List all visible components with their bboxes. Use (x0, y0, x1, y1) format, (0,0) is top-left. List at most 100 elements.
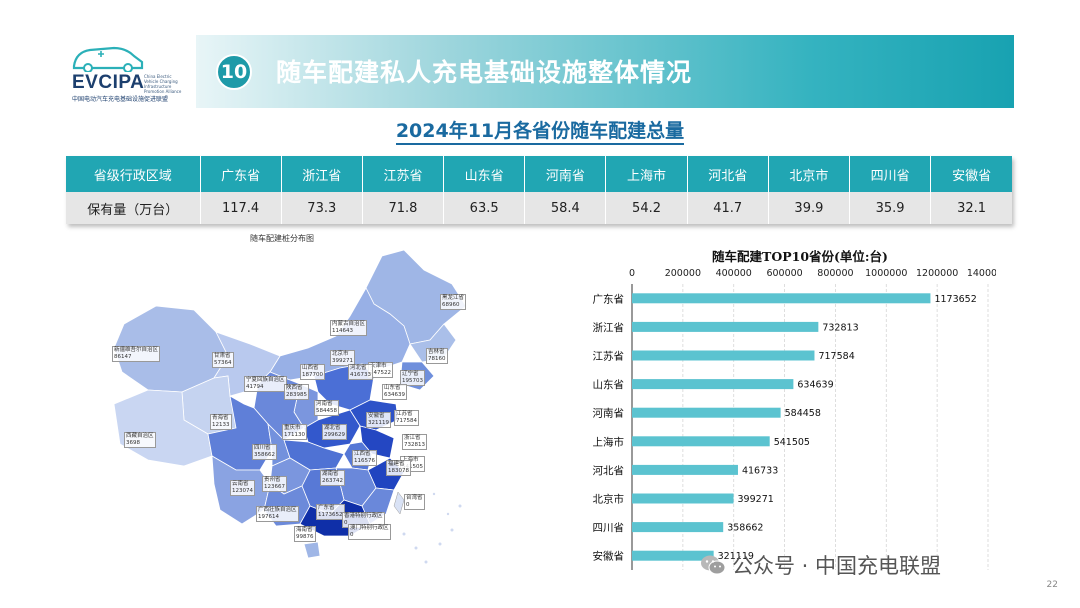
section-number: 10 (216, 54, 252, 90)
chart-category-label: 广东省 (593, 292, 625, 305)
map-label: 山东省 634639 (382, 384, 407, 400)
map-label-value: 732813 (404, 442, 425, 448)
map-label-value: 358662 (254, 452, 275, 458)
map-label-name: 辽宁省 (402, 371, 419, 377)
map-label-name: 浙江省 (404, 435, 421, 441)
table-header-row: 省级行政区域 广东省 浙江省 江苏省 山东省 河南省 上海市 河北省 北京市 四川省 安徽省 (66, 156, 1012, 192)
map-label-name: 陕西省 (286, 385, 303, 391)
map-label: 江苏省 717584 (394, 410, 419, 426)
map-label: 浙江省 732813 (402, 434, 427, 450)
chart-tick-label: 600000 (766, 268, 802, 279)
map-label-name: 台湾省 (406, 495, 423, 501)
map-label: 河南省 584458 (314, 400, 339, 416)
map-label-name: 云南省 (232, 481, 249, 487)
chart-bar (632, 350, 815, 361)
table-cell-value: 54.2 (605, 192, 688, 224)
chart-data-label: 399271 (738, 494, 774, 505)
map-label-name: 湖北省 (324, 425, 341, 431)
map-label: 湖南省 263742 (320, 470, 345, 486)
chart-category-label: 浙江省 (593, 321, 625, 334)
map-label-value: 123074 (232, 488, 253, 494)
chart-tick-label: 1200000 (916, 268, 958, 279)
map-label-name: 青海省 (212, 415, 229, 421)
table-header-province: 山东省 (443, 156, 526, 192)
chart-bar (632, 464, 738, 475)
chart-data-label: 717584 (818, 351, 854, 362)
table-header-label: 省级行政区域 (66, 156, 201, 192)
map-label: 西藏自治区 3698 (124, 432, 156, 448)
chart-data-label: 732813 (822, 322, 858, 333)
map-label-value: 78160 (428, 356, 446, 362)
chart-bar (632, 379, 794, 390)
page-subtitle: 2024年11月各省份随车配建总量 (0, 116, 1080, 145)
map-label: 内蒙古自治区 114643 (330, 320, 368, 336)
map-label: 重庆市 171130 (282, 424, 307, 440)
map-label-name: 湖南省 (322, 471, 339, 477)
map-label-value: 1173652 (318, 512, 343, 518)
footer-text: 公众号 · 中国充电联盟 (732, 554, 942, 578)
map-label: 四川省 358662 (252, 444, 277, 460)
map-label-value: 123667 (264, 484, 285, 490)
map-label-name: 北京市 (332, 351, 349, 357)
map-label: 辽宁省 195703 (400, 370, 425, 386)
map-label-name: 江西省 (354, 451, 371, 457)
chart-bar (632, 550, 714, 561)
table-cell-value: 58.4 (524, 192, 607, 224)
map-label-name: 山西省 (302, 365, 319, 371)
chart-tick-label: 1400000 (967, 268, 996, 279)
table-cell-value: 41.7 (687, 192, 769, 224)
table-cell-value: 32.1 (930, 192, 1012, 224)
table-header-province: 安徽省 (930, 156, 1012, 192)
chart-category-label: 上海市 (593, 435, 625, 448)
map-label-name: 贵州省 (264, 477, 281, 483)
table-header-province: 广东省 (200, 156, 282, 192)
table-cell-value: 73.3 (281, 192, 363, 224)
map-label: 湖北省 299629 (322, 424, 347, 440)
chart-tick-label: 1000000 (865, 268, 907, 279)
chart-data-label: 1173652 (934, 294, 976, 305)
map-label-name: 宁夏回族自治区 (246, 377, 285, 383)
chart-category-label: 山东省 (593, 378, 625, 391)
map-label: 安徽省 321119 (366, 412, 391, 428)
map-label-name: 河北省 (350, 365, 367, 371)
table-header-province: 江苏省 (362, 156, 445, 192)
map-label: 海南省 99876 (294, 526, 316, 542)
chart-bar (632, 293, 931, 304)
map-label-name: 江苏省 (396, 411, 413, 417)
chart-tick-label: 400000 (716, 268, 752, 279)
map-label-name: 内蒙古自治区 (332, 321, 366, 327)
map-label-name: 西藏自治区 (126, 433, 154, 439)
table-header-province: 北京市 (768, 156, 851, 192)
map-label: 贵州省 123667 (262, 476, 287, 492)
map-label: 江西省 116576 (352, 450, 377, 466)
logo-subtitle-cn: 中国电动汽车充电基础设施促进联盟 (72, 96, 169, 103)
table-cell-value: 117.4 (200, 192, 282, 224)
footer: 公众号 · 中国充电联盟 (700, 550, 941, 580)
map-label-value: 187700 (302, 372, 323, 378)
map-label: 澳门特别行政区 0 (348, 524, 391, 540)
map-label-value: 3698 (126, 440, 140, 446)
map-label-name: 福建省 (388, 461, 405, 467)
chart-tick-label: 800000 (817, 268, 853, 279)
map-label: 宁夏回族自治区 41794 (244, 376, 287, 392)
map-region-hainan (303, 541, 321, 559)
table-cell-value: 35.9 (849, 192, 932, 224)
map-label-value: 183078 (388, 468, 409, 474)
table-header-province: 河南省 (524, 156, 607, 192)
map-label-name: 安徽省 (368, 413, 385, 419)
province-table: 省级行政区域 广东省 浙江省 江苏省 山东省 河南省 上海市 河北省 北京市 四川省 安徽省 保有… (66, 156, 1012, 224)
map-label-value: 114643 (332, 328, 353, 334)
map-label-value: 634639 (384, 392, 405, 398)
map-label-name: 新疆维吾尔自治区 (114, 347, 159, 353)
map-label-value: 584458 (316, 408, 337, 414)
south-sea-islands (402, 492, 462, 564)
chart-data-label: 634639 (797, 380, 833, 391)
chart-data-label: 584458 (785, 408, 821, 419)
logo-subtitle-en: China Electric Vehicle Charging Infrastr… (144, 74, 182, 94)
map-label-name: 重庆市 (284, 425, 301, 431)
page-title: 随车配建私人充电基础设施整体情况 (276, 58, 693, 87)
table-cell-value: 39.9 (768, 192, 851, 224)
map-label: 陕西省 283985 (284, 384, 309, 400)
map-label: 河北省 416733 (348, 364, 373, 380)
chart-data-label: 541505 (774, 437, 810, 448)
